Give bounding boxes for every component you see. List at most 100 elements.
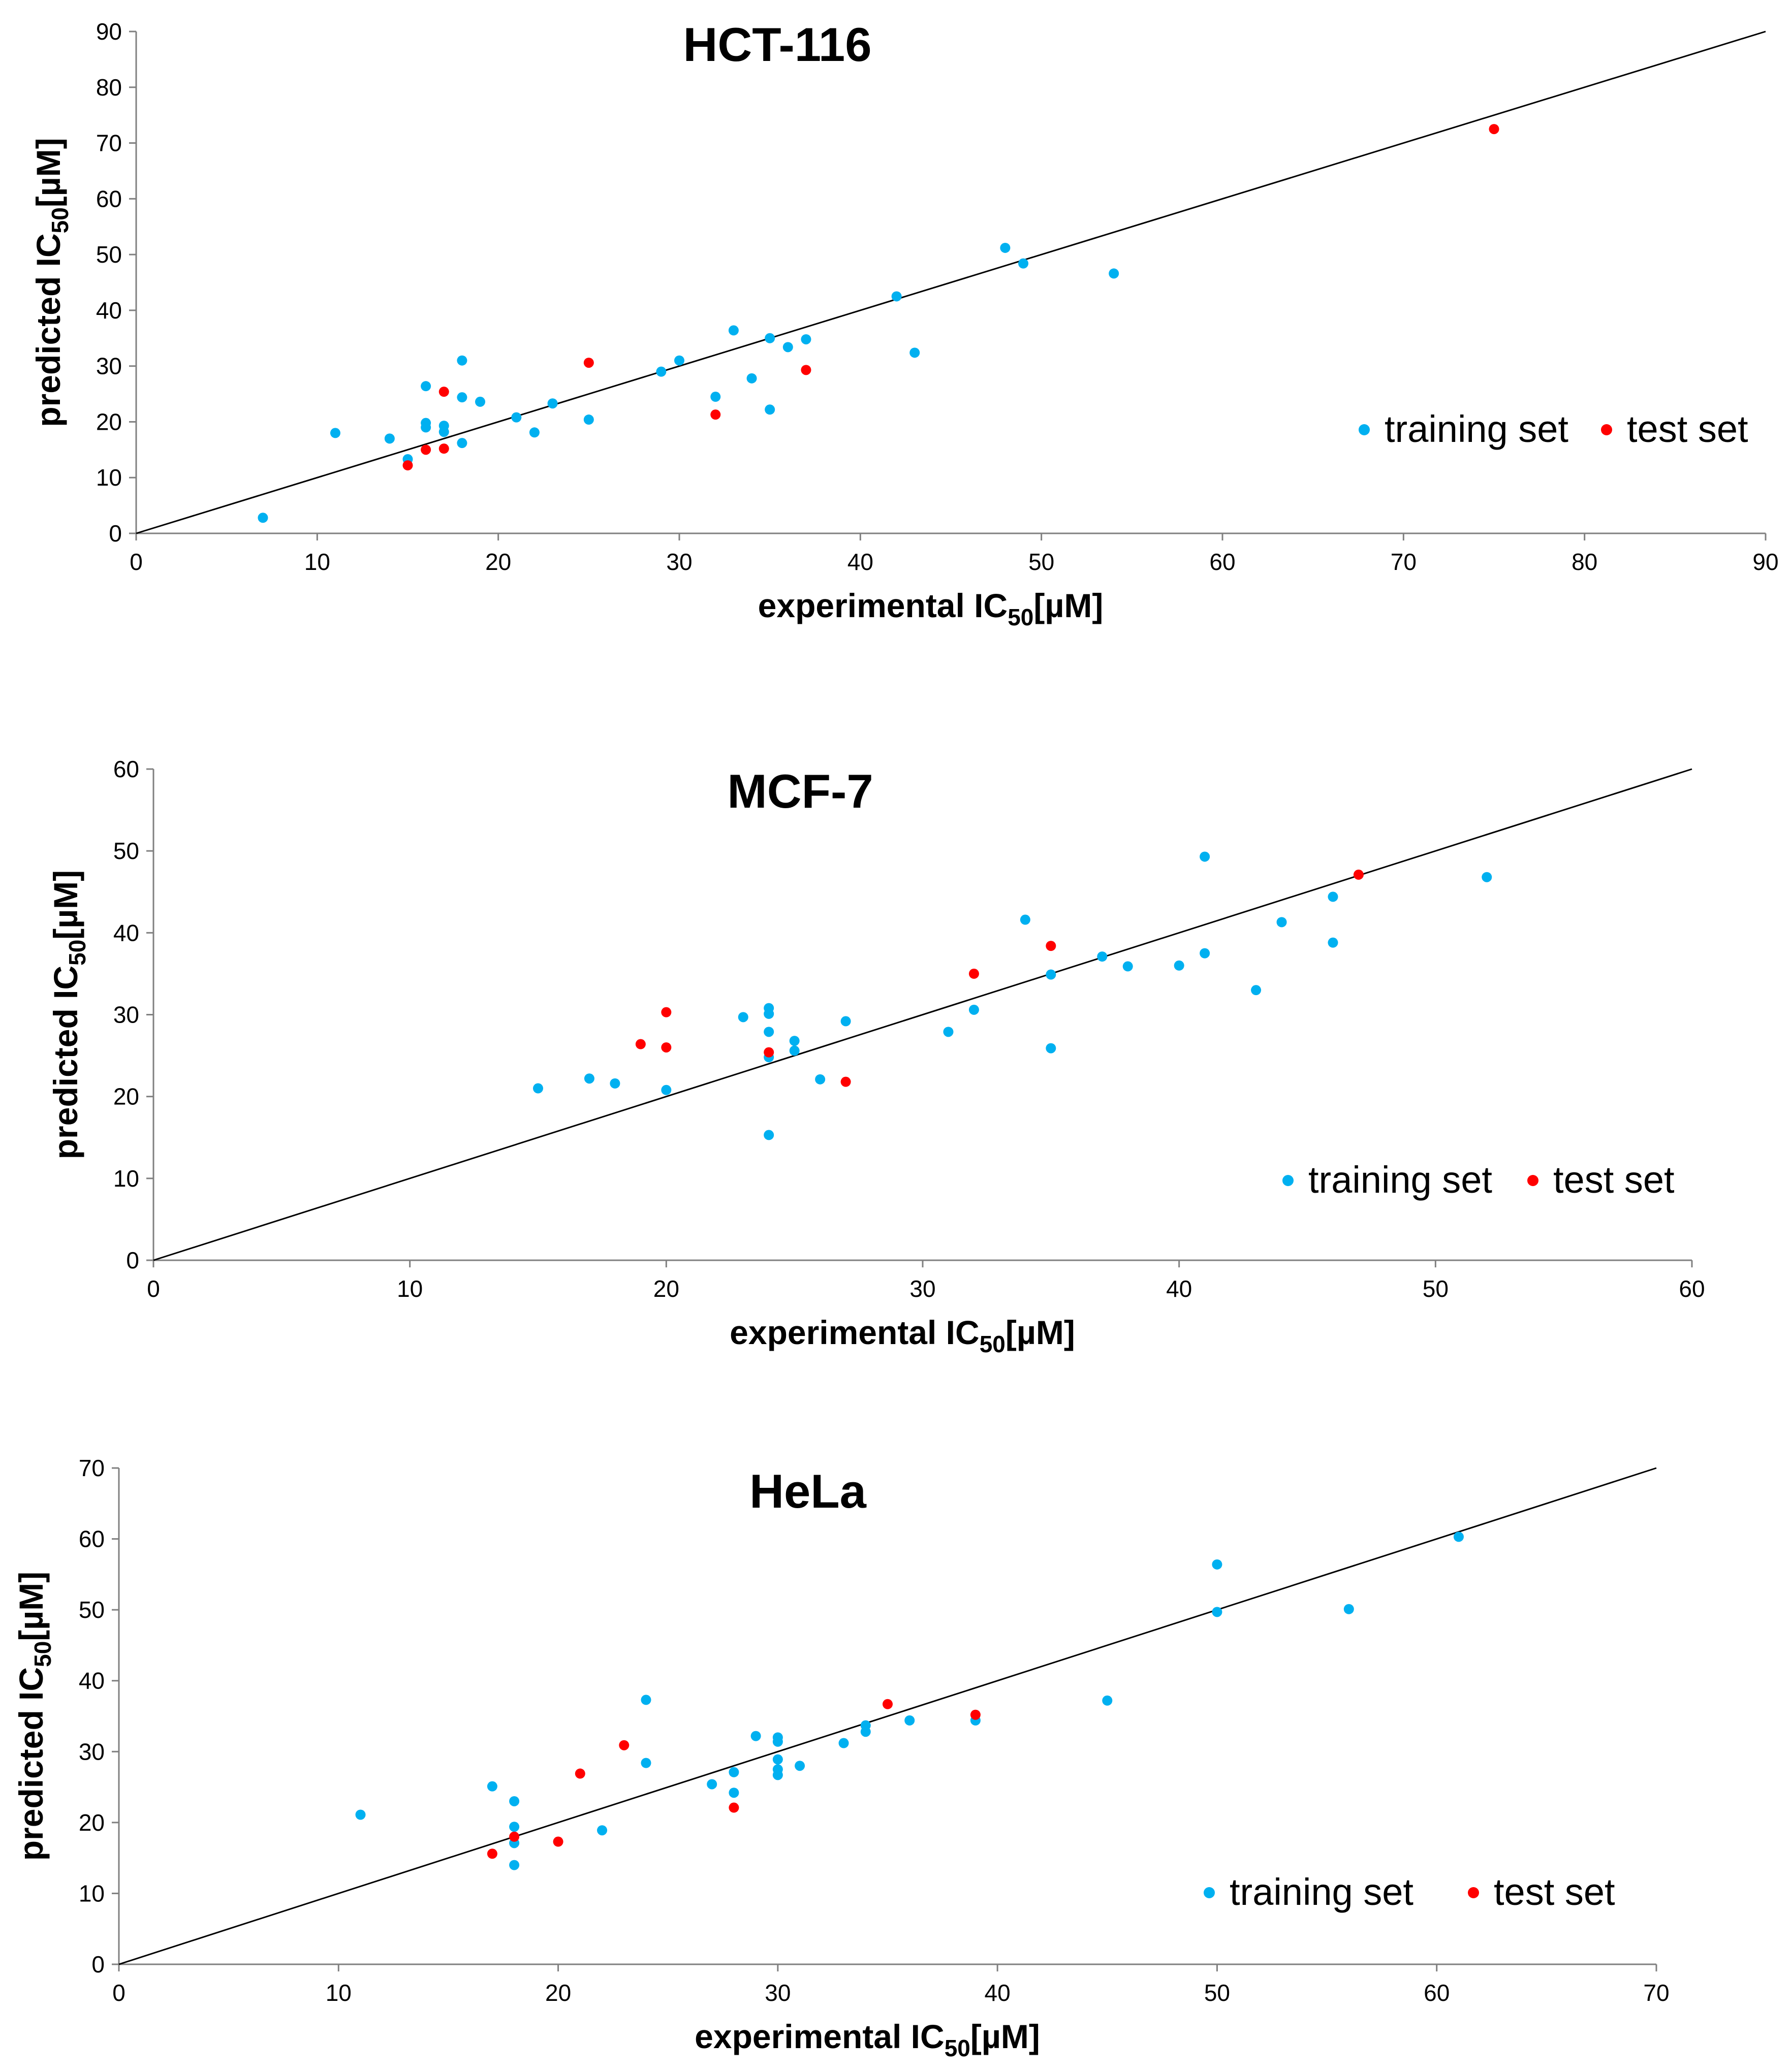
- training-data-point: [789, 1045, 800, 1056]
- x-axis-title: experimental IC50[µM]: [730, 1314, 1075, 1357]
- test-data-point: [487, 1848, 497, 1859]
- test-data-point: [575, 1768, 585, 1779]
- y-axis-title: predicted IC50[µM]: [29, 138, 73, 427]
- training-data-point: [772, 1736, 783, 1747]
- y-tick-label: 60: [113, 756, 139, 782]
- identity-reference-line: [136, 30, 1766, 534]
- test-data-point: [729, 1802, 739, 1813]
- training-data-point: [610, 1078, 620, 1089]
- training-data-point: [1102, 1695, 1113, 1706]
- legend-test-marker: [1527, 1175, 1538, 1186]
- x-tick-label: 20: [485, 549, 511, 575]
- x-axis-title-unit: [µM]: [1033, 587, 1103, 624]
- identity-reference-line: [118, 1467, 1657, 1965]
- x-tick-label: 60: [1424, 1980, 1450, 2006]
- x-tick-label: 30: [765, 1980, 791, 2006]
- legend-test-label: test set: [1627, 408, 1748, 450]
- y-tick-label: 40: [79, 1668, 105, 1694]
- y-axis-title-main: predicted IC: [47, 966, 84, 1159]
- training-data-point: [1046, 1043, 1056, 1054]
- x-axis-title: experimental IC50[µM]: [758, 587, 1104, 630]
- training-data-point: [584, 1073, 594, 1084]
- x-tick-label: 40: [1166, 1276, 1192, 1302]
- training-data-point: [457, 355, 467, 366]
- training-data-point: [909, 347, 920, 358]
- y-tick-label: 20: [96, 408, 122, 435]
- training-data-point: [661, 1085, 672, 1095]
- training-data-point: [330, 428, 340, 438]
- training-data-point: [487, 1781, 497, 1792]
- y-axis-title: predicted IC50[µM]: [47, 870, 90, 1160]
- x-axis-title-subscript: 50: [1008, 604, 1033, 630]
- training-set-series: [258, 242, 1119, 523]
- y-tick-label: 70: [96, 130, 122, 156]
- test-data-point: [968, 968, 979, 979]
- y-tick-label: 50: [96, 241, 122, 268]
- training-data-point: [1482, 872, 1492, 882]
- x-tick-label: 20: [545, 1980, 571, 2006]
- training-data-point: [860, 1727, 871, 1737]
- x-tick-label: 0: [147, 1276, 160, 1302]
- training-data-point: [729, 1767, 739, 1777]
- legend: training set test set: [1282, 1159, 1675, 1201]
- training-data-point: [1097, 951, 1108, 962]
- y-tick-label: 10: [79, 1880, 105, 1906]
- training-data-point: [1343, 1604, 1354, 1614]
- training-data-point: [801, 334, 811, 344]
- training-data-point: [1200, 851, 1210, 862]
- training-data-point: [1018, 258, 1029, 269]
- y-tick-label: 10: [96, 464, 122, 491]
- training-data-point: [764, 1027, 774, 1037]
- legend-training-marker: [1359, 424, 1370, 435]
- identity-reference-line: [153, 768, 1692, 1261]
- chart-panel-3: 0 10 20 30 40 50 60 70 0 10 20 30 40 50 60 70 HeLa experi…: [12, 1455, 1670, 2061]
- test-data-point: [883, 1699, 893, 1709]
- training-data-point: [583, 415, 594, 425]
- x-axis-title-main: experimental IC: [758, 587, 1008, 624]
- x-tick-label: 60: [1679, 1276, 1705, 1302]
- chart-panel-1: 0 10 20 30 40 50 60 70 80 90 0 10 20 30 40 50 60 70 80 90 HC…: [29, 18, 1779, 630]
- x-tick-label: 80: [1572, 549, 1597, 575]
- y-tick-label: 40: [96, 297, 122, 324]
- training-data-point: [511, 412, 522, 423]
- training-data-point: [457, 392, 467, 403]
- training-data-point: [1020, 914, 1030, 925]
- chart-panel-2: 0 10 20 30 40 50 60 0 10 20 30 40 50 60 MCF-7 experimen…: [47, 756, 1705, 1357]
- training-data-point: [641, 1695, 651, 1705]
- y-tick-label: 90: [96, 18, 122, 45]
- x-tick-label: 50: [1204, 1980, 1230, 2006]
- y-tick-label: 40: [113, 919, 139, 946]
- chart-title: HeLa: [749, 1464, 867, 1518]
- training-data-point: [674, 355, 684, 366]
- y-axis-title: predicted IC50[µM]: [12, 1572, 56, 1861]
- training-data-point: [707, 1779, 717, 1790]
- training-data-point: [1109, 268, 1119, 279]
- y-tick-label: 0: [91, 1951, 105, 1978]
- training-data-point: [438, 427, 449, 437]
- training-data-point: [1212, 1607, 1222, 1617]
- y-tick-label: 30: [79, 1738, 105, 1765]
- training-data-point: [1453, 1532, 1464, 1542]
- x-tick-label: 90: [1752, 549, 1778, 575]
- x-tick-label: 70: [1643, 1980, 1669, 2006]
- test-data-point: [1046, 941, 1056, 951]
- x-axis-title-unit: [µM]: [1006, 1314, 1075, 1351]
- y-axis-title-subscript: 50: [29, 1641, 56, 1667]
- test-data-point: [583, 358, 594, 368]
- training-set-series: [533, 851, 1492, 1140]
- test-data-point: [710, 409, 721, 420]
- training-data-point: [1174, 960, 1184, 971]
- training-data-point: [509, 1860, 520, 1870]
- training-data-point: [509, 1822, 520, 1832]
- test-data-point: [1353, 869, 1364, 880]
- training-data-point: [764, 1130, 774, 1140]
- training-data-point: [765, 404, 775, 415]
- training-data-point: [1251, 985, 1262, 996]
- test-data-point: [619, 1740, 630, 1750]
- y-axis-title-unit: [µM]: [47, 870, 84, 940]
- training-set-series: [355, 1532, 1464, 1870]
- training-data-point: [258, 513, 268, 523]
- test-data-point: [402, 460, 413, 471]
- training-data-point: [904, 1715, 915, 1726]
